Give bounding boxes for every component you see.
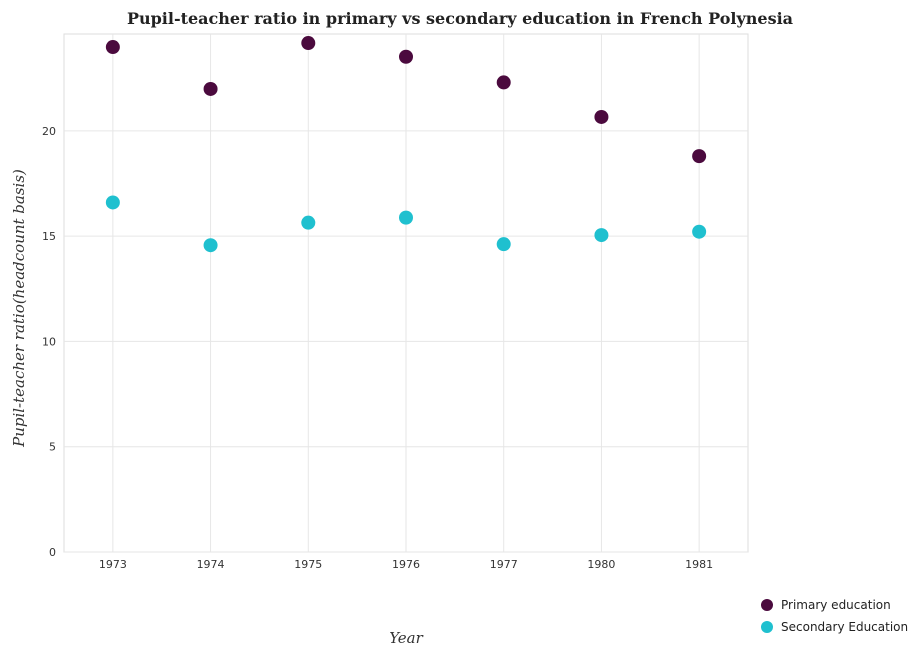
data-point (301, 36, 316, 51)
data-point (301, 215, 316, 230)
y-tick-label: 5 (49, 441, 56, 454)
x-tick-label: 1981 (685, 558, 713, 571)
x-tick-label: 1973 (99, 558, 127, 571)
x-tick-label: 1980 (587, 558, 615, 571)
data-points (105, 36, 707, 253)
chart-title: Pupil-teacher ratio in primary vs second… (127, 9, 793, 28)
y-tick-label: 20 (42, 125, 56, 138)
y-tick-label: 15 (42, 230, 56, 243)
legend-label: Primary education (781, 598, 891, 612)
legend-marker (761, 599, 773, 611)
data-point (594, 109, 609, 124)
y-tick-label: 0 (49, 546, 56, 559)
series-0 (105, 36, 707, 164)
x-tick-label: 1975 (294, 558, 322, 571)
data-point (399, 49, 413, 64)
data-point (105, 40, 120, 55)
y-axis-ticks: 0 5 10 15 20 (42, 125, 56, 559)
x-axis-label: Year (389, 629, 423, 647)
data-point (399, 210, 413, 225)
legend-label: Secondary Education (781, 620, 908, 634)
series-1 (105, 195, 707, 253)
x-axis-ticks: 1973 1974 1975 1976 1977 1980 1981 (99, 558, 713, 571)
data-point (692, 224, 707, 239)
legend-marker (761, 621, 773, 633)
y-tick-label: 10 (42, 335, 56, 348)
data-point (496, 237, 511, 252)
data-point (203, 81, 218, 96)
y-axis-label: Pupil-teacher ratio(headcount basis) (10, 169, 28, 448)
data-point (594, 228, 609, 243)
data-point (203, 238, 218, 253)
data-point (105, 195, 120, 210)
legend: Primary education Secondary Education (761, 598, 908, 634)
data-point (692, 149, 707, 164)
x-tick-label: 1976 (392, 558, 420, 571)
x-tick-label: 1977 (490, 558, 518, 571)
data-point (496, 75, 511, 90)
grid (63, 33, 749, 553)
x-tick-label: 1974 (197, 558, 225, 571)
